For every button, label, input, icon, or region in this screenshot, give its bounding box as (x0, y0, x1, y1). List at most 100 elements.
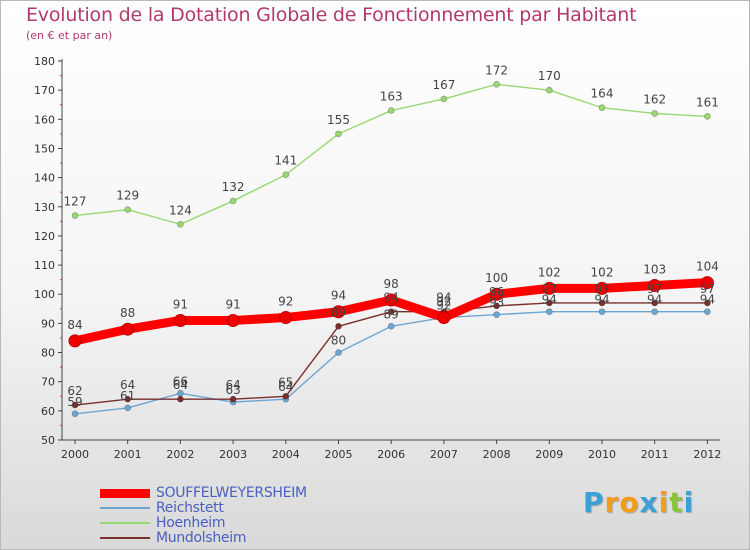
data-label: 170 (538, 69, 561, 83)
data-point (595, 281, 609, 295)
x-tick-label: 2009 (535, 448, 563, 461)
data-point (651, 299, 659, 307)
data-point (490, 287, 504, 301)
data-label: 66 (173, 374, 188, 388)
y-tick-label: 170 (34, 84, 55, 97)
y-tick-label: 120 (34, 230, 55, 243)
data-point (282, 392, 290, 400)
y-tick-label: 50 (41, 434, 55, 447)
data-label: 64 (225, 378, 240, 392)
data-point (173, 313, 187, 327)
legend-label: Reichstett (156, 500, 224, 516)
data-point (384, 293, 398, 307)
data-label: 167 (432, 78, 455, 92)
data-point (387, 308, 395, 316)
y-tick-label: 100 (34, 288, 55, 301)
data-point (493, 302, 500, 310)
x-tick-label: 2001 (114, 448, 142, 461)
data-label: 59 (67, 395, 82, 409)
data-label: 94 (436, 291, 451, 305)
y-tick-label: 130 (34, 201, 55, 214)
data-label: 62 (67, 384, 82, 398)
data-point (542, 281, 556, 295)
legend-swatch (100, 488, 150, 498)
chart-subtitle: (en € et par an) (26, 29, 113, 42)
data-label: 94 (542, 293, 557, 307)
legend-swatch (100, 537, 150, 539)
data-label: 127 (64, 195, 87, 209)
x-tick-label: 2007 (430, 448, 458, 461)
data-point (124, 395, 131, 403)
legend-swatch (100, 522, 150, 524)
data-label: 97 (647, 282, 662, 296)
data-point (282, 171, 290, 178)
data-point (229, 197, 237, 205)
data-label: 129 (116, 189, 139, 203)
x-tick-label: 2010 (588, 448, 616, 461)
data-label: 103 (643, 262, 666, 276)
data-label: 91 (173, 297, 188, 311)
data-label: 92 (278, 295, 293, 309)
data-label: 89 (384, 307, 399, 321)
data-label: 98 (384, 277, 399, 291)
data-point (704, 113, 711, 120)
data-label: 88 (120, 306, 135, 320)
data-point (704, 299, 711, 307)
data-label: 164 (591, 87, 614, 101)
data-point (387, 107, 395, 114)
data-point (71, 212, 79, 219)
data-label: 94 (384, 291, 399, 305)
y-tick-label: 80 (41, 347, 55, 360)
data-label: 102 (538, 265, 561, 279)
data-label: 64 (120, 378, 135, 392)
data-point (229, 395, 237, 403)
data-label: 97 (542, 282, 557, 296)
data-point (545, 308, 553, 316)
x-tick-label: 2008 (483, 448, 511, 461)
data-label: 94 (594, 293, 609, 307)
data-point (124, 404, 131, 412)
data-label: 132 (222, 180, 245, 194)
x-tick-label: 2005 (325, 448, 353, 461)
data-point (387, 322, 395, 330)
data-label: 97 (700, 282, 715, 296)
legend-label: Hoenheim (156, 515, 226, 531)
data-point (226, 313, 240, 327)
data-point (177, 395, 184, 403)
data-label: 161 (696, 95, 719, 109)
data-point (177, 220, 184, 228)
data-point (493, 311, 500, 318)
data-point (598, 104, 606, 111)
data-label: 65 (278, 375, 293, 389)
data-point (648, 278, 662, 292)
data-label: 64 (278, 380, 293, 394)
data-point (124, 206, 131, 213)
legend-label: Mundolsheim (156, 530, 247, 546)
data-point (71, 401, 79, 409)
y-tick-label: 70 (41, 376, 55, 389)
legend-label: SOUFFELWEYERSHEIM (156, 485, 307, 501)
data-label: 61 (120, 389, 135, 403)
data-point (493, 81, 500, 88)
data-point (651, 110, 659, 117)
data-label: 80 (331, 334, 346, 348)
x-tick-label: 2006 (377, 448, 405, 461)
data-label: 92 (436, 295, 451, 309)
y-tick-label: 90 (41, 317, 55, 330)
data-label: 155 (327, 113, 350, 127)
data-point (545, 299, 553, 307)
data-point (598, 308, 606, 316)
data-point (335, 130, 342, 138)
data-label: 104 (696, 260, 719, 274)
data-point (440, 95, 448, 103)
data-label: 64 (173, 378, 188, 392)
data-point (335, 322, 342, 330)
x-tick-label: 2003 (219, 448, 247, 461)
x-tick-label: 2004 (272, 448, 300, 461)
data-point (332, 305, 345, 319)
data-point (545, 86, 553, 94)
data-label: 89 (331, 305, 346, 319)
y-tick-label: 110 (34, 259, 55, 272)
